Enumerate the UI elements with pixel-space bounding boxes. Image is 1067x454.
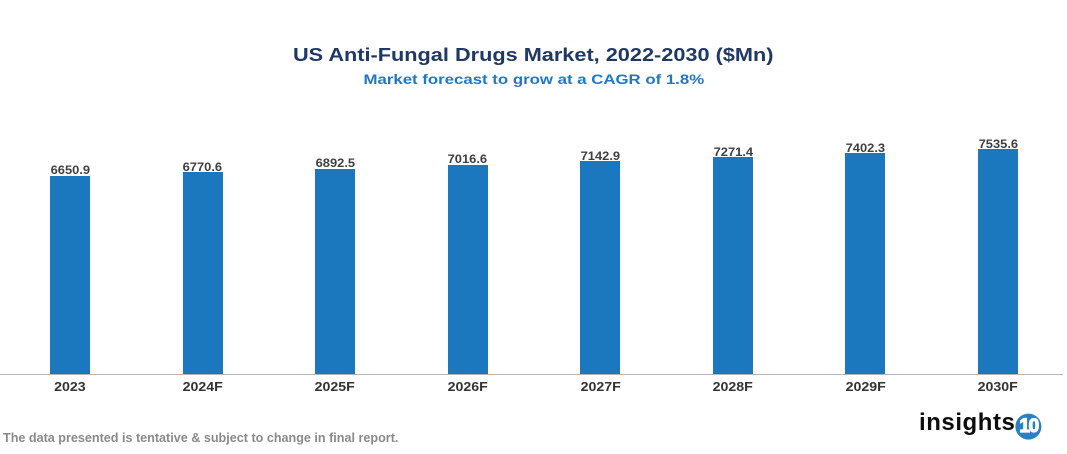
svg-text:10: 10	[1019, 416, 1038, 437]
